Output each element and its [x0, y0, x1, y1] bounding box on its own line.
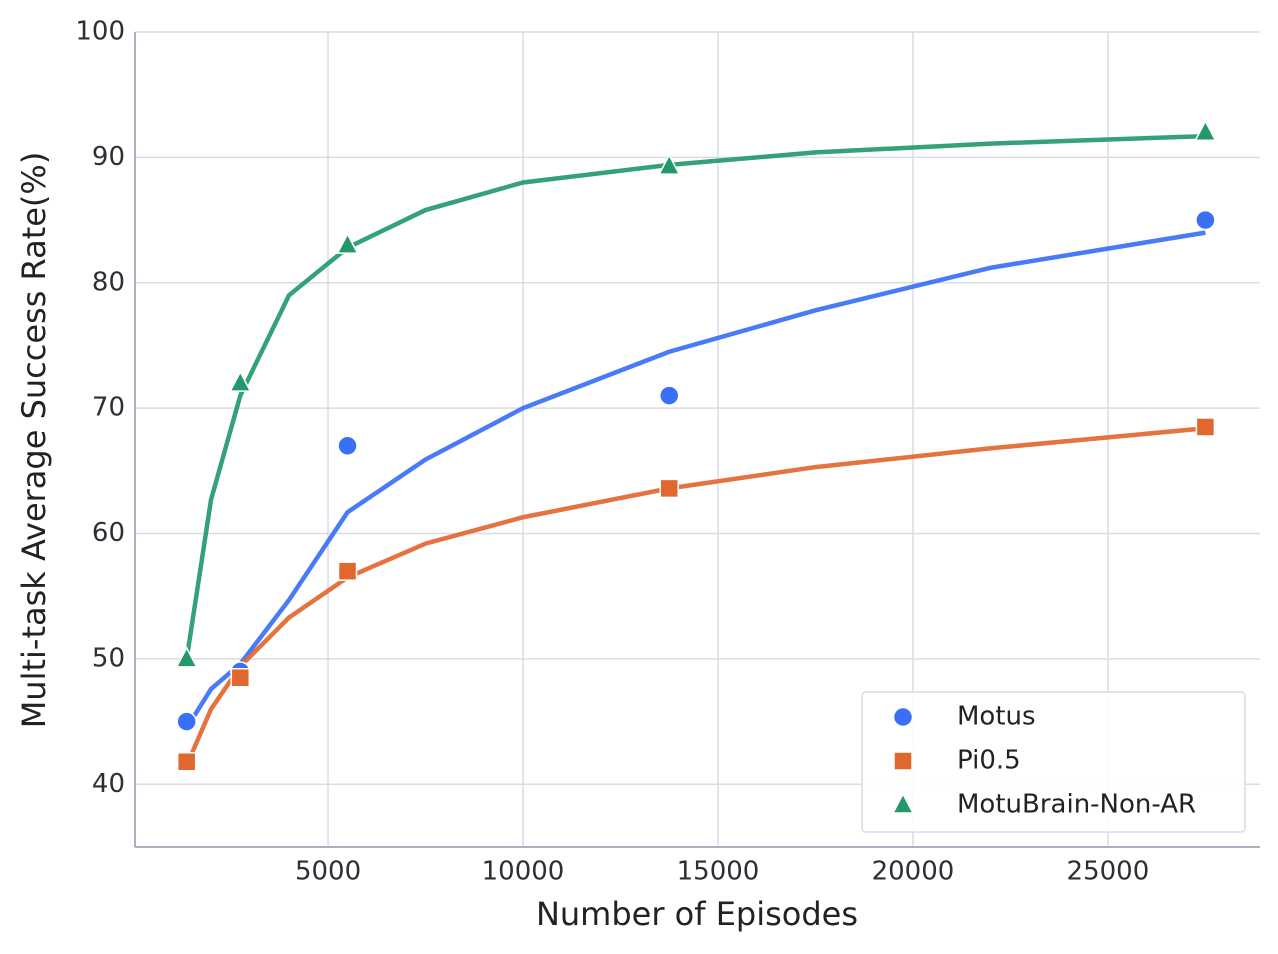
legend-label: Pi0.5 [957, 746, 1021, 776]
y-tick-label: 80 [92, 267, 125, 297]
y-tick-label: 40 [92, 769, 125, 799]
marker [176, 751, 197, 772]
marker [657, 153, 681, 175]
marker [658, 385, 680, 406]
x-tick-label: 15000 [677, 857, 760, 887]
fit-line [184, 230, 1206, 730]
y-tick-label: 70 [92, 393, 125, 423]
x-tick-label: 25000 [1067, 857, 1150, 887]
legend-label: MotuBrain-Non-AR [957, 790, 1196, 820]
marker [175, 646, 198, 668]
marker [1195, 209, 1216, 231]
marker [336, 232, 359, 254]
fit-line [184, 133, 1206, 660]
marker [891, 792, 915, 814]
y-tick-label: 60 [92, 518, 125, 548]
marker [176, 711, 197, 732]
legend: Motus Pi0.5 MotuBrain-Non-AR [861, 691, 1246, 833]
y-tick-label: 50 [92, 643, 125, 673]
y-axis-label: Multi-task Average Success Rate(%) [15, 152, 53, 729]
legend-box [861, 691, 1246, 833]
y-tick-label: 90 [92, 142, 125, 172]
grid [135, 31, 1260, 847]
marker [892, 706, 914, 728]
marker [229, 370, 252, 392]
x-tick-label: 5000 [295, 857, 361, 887]
y-tick-label: 100 [75, 17, 125, 47]
marker [659, 478, 679, 499]
marker [337, 435, 358, 457]
legend-label: Motus [957, 702, 1036, 732]
marker [230, 667, 251, 688]
marker [1194, 119, 1217, 142]
x-tick-label: 10000 [482, 857, 565, 887]
x-tick-label: 20000 [872, 857, 955, 887]
marker [1195, 417, 1216, 437]
x-axis-label: Number of Episodes [536, 895, 858, 933]
marker [893, 751, 913, 771]
marker [337, 561, 358, 581]
